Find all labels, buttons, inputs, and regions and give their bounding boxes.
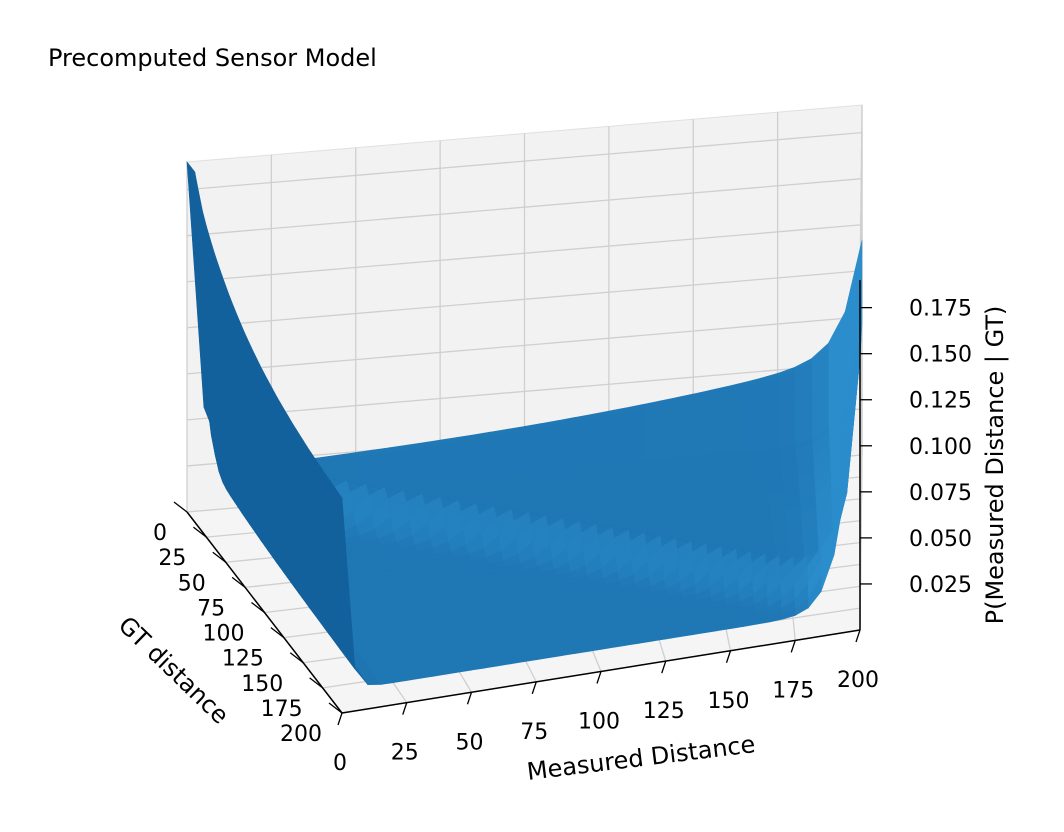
x-axis-label: Measured Distance <box>525 730 757 786</box>
z-tick-label: 0.100 <box>909 435 972 460</box>
z-tick-label: 0.125 <box>909 389 972 414</box>
y-tick <box>328 702 343 714</box>
y-tick-label: 150 <box>241 672 283 697</box>
x-tick <box>531 681 537 695</box>
surface-patch <box>626 408 646 463</box>
x-tick-label: 0 <box>333 751 347 776</box>
grid-line-z-back <box>186 270 863 329</box>
y-tick <box>192 526 207 538</box>
grid-line-z-back <box>186 224 863 283</box>
z-tick-label: 0.025 <box>909 573 972 598</box>
x-tick <box>790 640 796 653</box>
chart-title: Precomputed Sensor Model <box>48 44 377 72</box>
y-tick <box>212 551 227 563</box>
x-tick-label: 150 <box>708 689 750 714</box>
x-tick <box>725 650 732 663</box>
surface-patch <box>425 444 446 480</box>
probability-surface <box>186 161 863 686</box>
surface-patch <box>727 386 746 454</box>
x-tick <box>466 692 473 705</box>
grid-line-z-back <box>186 362 863 421</box>
y-tick-label: 175 <box>261 697 303 722</box>
x-tick-label: 50 <box>456 730 484 755</box>
surface-patch <box>408 447 429 482</box>
surface-patch <box>375 452 396 485</box>
y-tick <box>231 576 246 588</box>
surface-patch <box>576 418 596 467</box>
y-tick <box>251 601 265 614</box>
surface-patch <box>593 415 613 466</box>
y-tick <box>173 501 188 513</box>
surface-patch <box>475 436 496 476</box>
x-tick-label: 200 <box>837 668 879 693</box>
x-tick-label: 25 <box>391 741 419 766</box>
surface-patch <box>442 441 462 479</box>
surface-patch <box>693 394 713 457</box>
tick-labels: 0 25 50 75 100 125 150 175 200025507510012515017… <box>153 297 972 776</box>
x-tick-label: 100 <box>578 710 620 735</box>
y-tick-label: 75 <box>197 596 225 621</box>
surface-patch <box>391 449 412 483</box>
x-tick-label: 75 <box>520 720 548 745</box>
y-tick-label: 200 <box>280 722 322 747</box>
x-tick <box>661 660 667 674</box>
surface-patch <box>458 439 479 477</box>
surface-patch <box>509 430 529 473</box>
z-tick-label: 0.150 <box>909 343 972 368</box>
y-tick <box>289 652 304 664</box>
grid-line-z-back <box>186 178 863 237</box>
surface-patch <box>609 412 629 464</box>
surface-patch <box>710 390 729 456</box>
surface-patch <box>643 405 663 461</box>
z-axis-label: P(Measured Distance | GT) <box>981 306 1009 625</box>
surface-patch <box>660 401 679 460</box>
surface-patch <box>337 491 356 670</box>
surface-patch <box>744 382 763 452</box>
surface-patch <box>760 377 779 451</box>
grid-line-z-back <box>186 131 863 191</box>
x-tick-label: 125 <box>643 699 685 724</box>
x-tick <box>596 671 602 684</box>
y-tick-label: 125 <box>222 647 264 672</box>
z-tick-label: 0.175 <box>909 297 972 322</box>
surface-patch <box>358 454 379 486</box>
z-tick-label: 0.075 <box>909 481 972 506</box>
surface-patch <box>777 371 796 449</box>
y-tick-label: 0 <box>153 521 167 546</box>
surface-patch <box>492 433 512 475</box>
y-tick <box>270 627 285 639</box>
grid-line-z-back <box>186 316 863 375</box>
y-tick-label: 25 <box>158 546 186 571</box>
x-tick <box>402 702 408 715</box>
surface-patch <box>811 346 829 439</box>
y-tick-label: 100 <box>203 622 245 647</box>
x-tick <box>337 712 343 726</box>
surface-patch <box>794 362 813 445</box>
surface-patch <box>677 398 696 459</box>
x-tick-label: 175 <box>772 678 814 703</box>
x-tick <box>855 629 861 643</box>
y-tick <box>309 677 324 689</box>
z-tick-label: 0.050 <box>909 527 972 552</box>
surface-patch <box>559 421 579 469</box>
surface-patch <box>526 427 546 472</box>
surface-patch <box>542 424 563 470</box>
y-tick-label: 50 <box>178 571 206 596</box>
